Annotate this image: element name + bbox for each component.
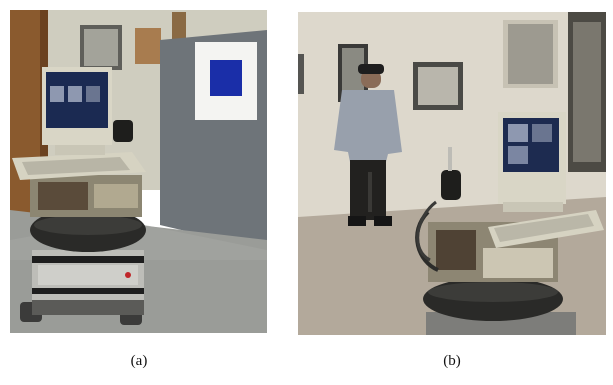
- camera-icon: [441, 170, 461, 200]
- photo-panel-b: [298, 12, 606, 335]
- blue-target-icon: [210, 60, 242, 96]
- cork-board-icon: [135, 28, 161, 64]
- robot-photo-icon: [10, 10, 267, 333]
- robot-and-person-photo-icon: [298, 12, 606, 335]
- caption-a: (a): [130, 353, 148, 369]
- camera-icon: [113, 120, 133, 142]
- robot: [415, 112, 604, 335]
- person-icon: [334, 64, 402, 226]
- caption-b: (b): [443, 353, 461, 369]
- photo-panel-a: [10, 10, 267, 333]
